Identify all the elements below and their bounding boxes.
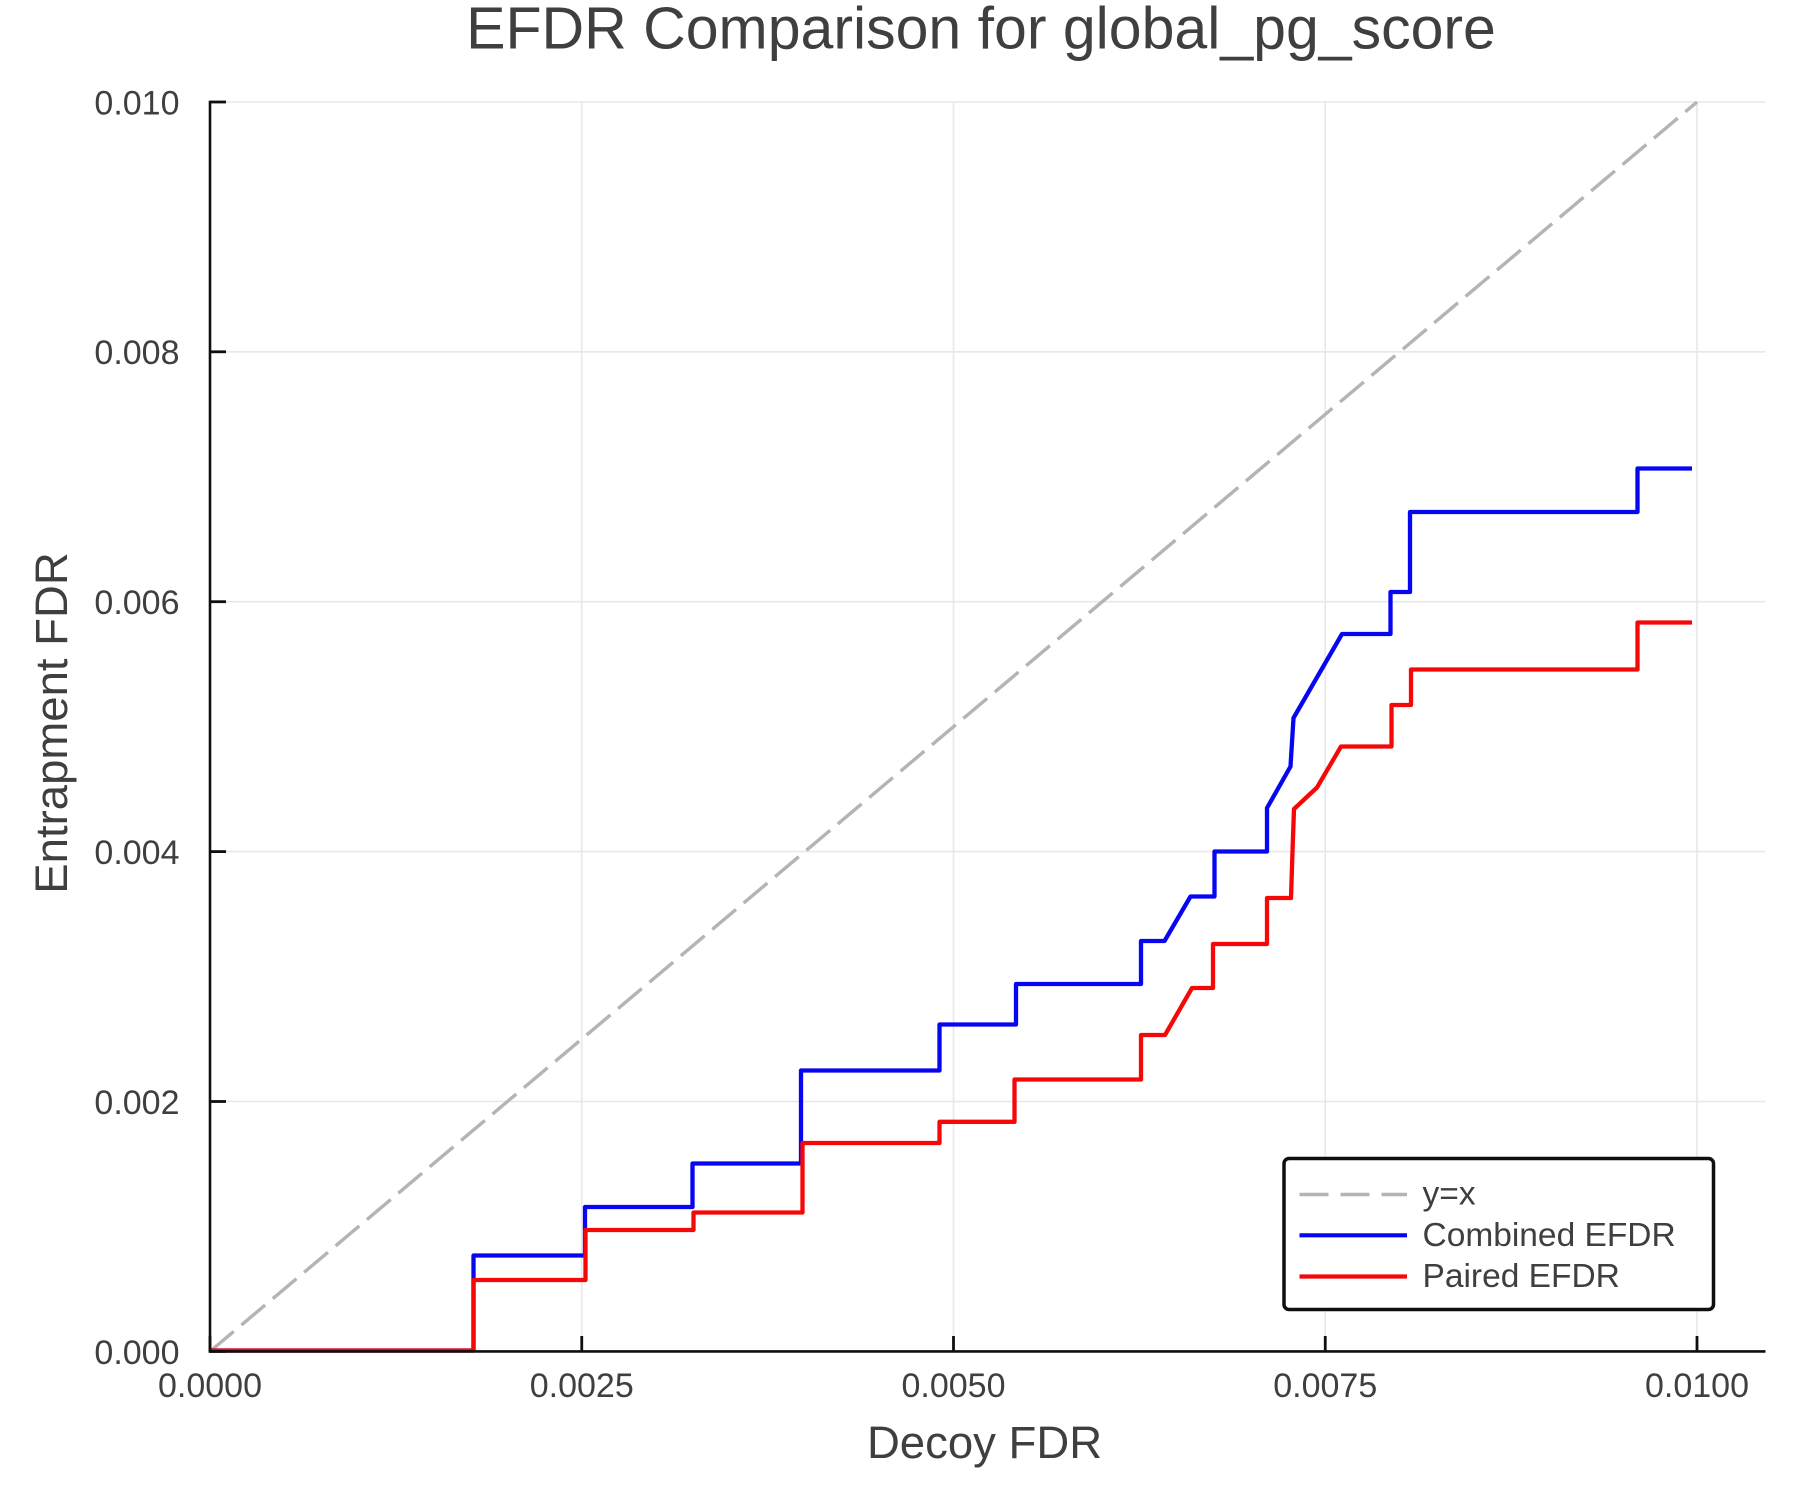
svg-text:Paired EFDR: Paired EFDR: [1423, 1258, 1620, 1295]
svg-text:Combined EFDR: Combined EFDR: [1423, 1217, 1676, 1254]
svg-text:0.0050: 0.0050: [902, 1367, 1006, 1405]
svg-text:Entrapment FDR: Entrapment FDR: [26, 552, 77, 893]
svg-text:EFDR Comparison for global_pg_: EFDR Comparison for global_pg_score: [466, 0, 1496, 62]
svg-text:0.008: 0.008: [94, 334, 179, 372]
svg-text:0.004: 0.004: [94, 834, 179, 872]
svg-text:0.010: 0.010: [94, 84, 179, 122]
svg-text:0.006: 0.006: [94, 584, 179, 622]
svg-text:0.0075: 0.0075: [1273, 1367, 1377, 1405]
svg-text:0.000: 0.000: [94, 1334, 179, 1372]
svg-text:0.0025: 0.0025: [530, 1367, 634, 1405]
svg-text:0.0100: 0.0100: [1645, 1367, 1749, 1405]
svg-text:y=x: y=x: [1423, 1176, 1476, 1213]
svg-text:0.002: 0.002: [94, 1084, 179, 1122]
svg-text:Decoy FDR: Decoy FDR: [867, 1417, 1102, 1468]
svg-text:0.0000: 0.0000: [158, 1367, 262, 1405]
